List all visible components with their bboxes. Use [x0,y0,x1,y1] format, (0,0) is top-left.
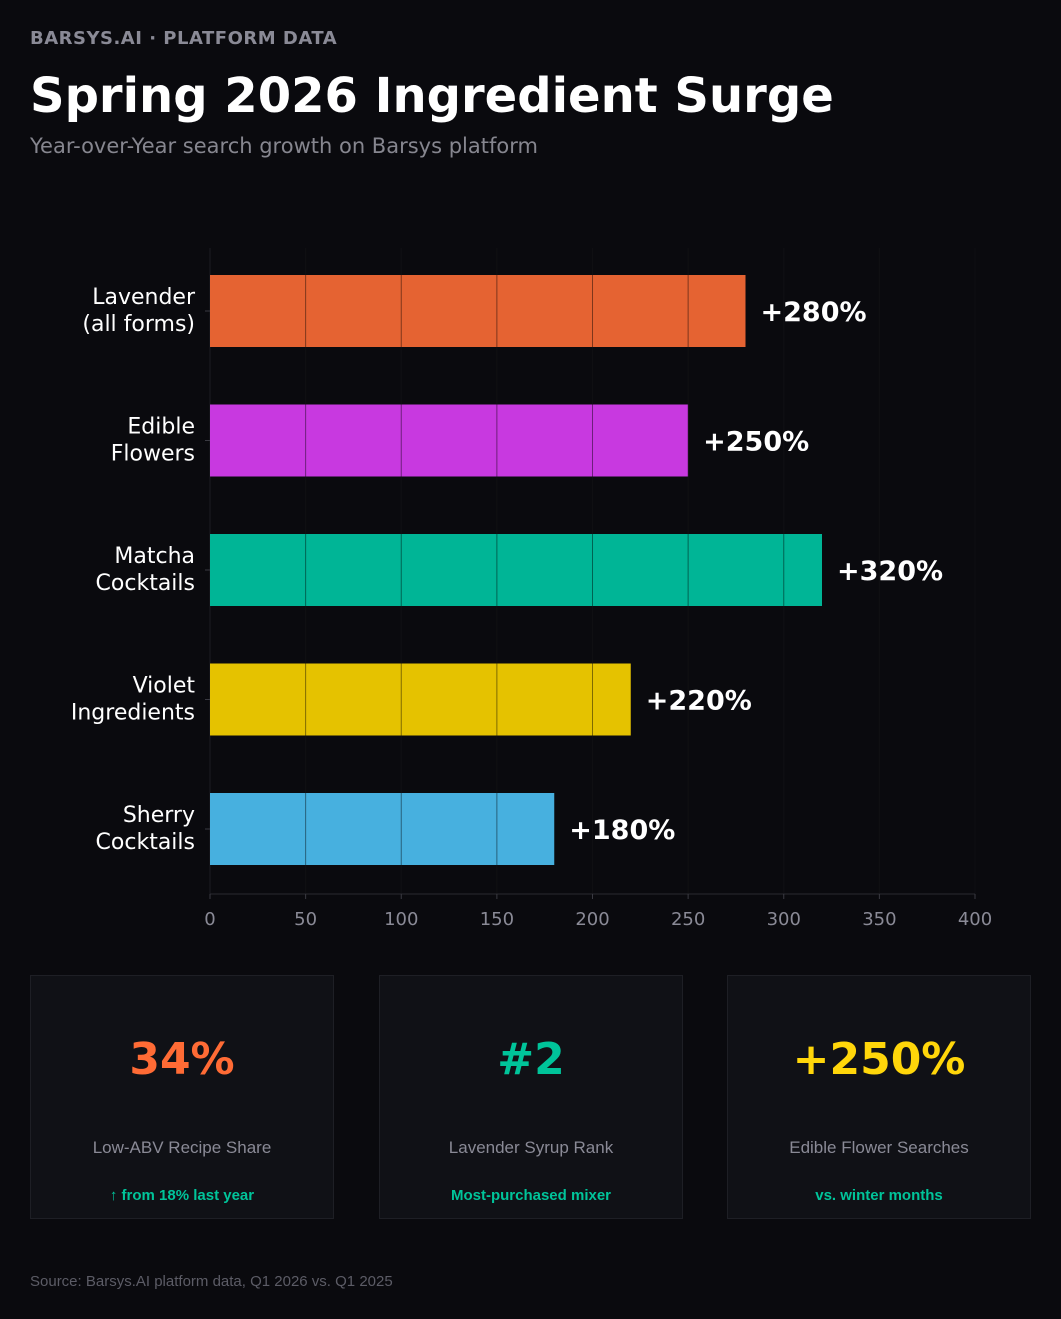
category-label-line: Sherry [123,803,195,828]
bar-chart: 0 50 100 150 200 250 300 350 400 Lavender (all for… [71,248,992,930]
category-label: Edible Flowers [111,415,195,467]
stat-note: vs. winter months [815,1187,943,1204]
category-label: Lavender (all forms) [82,285,196,337]
bar [210,275,746,347]
x-tick-label: 250 [671,909,705,930]
x-tick-label: 100 [384,909,418,930]
bar [210,404,689,477]
x-tick-label: 300 [767,909,801,930]
x-tick-label: 200 [575,909,609,930]
category-label-line: Lavender [92,285,196,310]
category-label-line: Flowers [111,442,195,467]
stat-label: Lavender Syrup Rank [448,1138,614,1157]
category-label-line: Violet [133,674,196,699]
data-label: +180% [569,815,675,846]
x-tick-label: 350 [862,909,896,930]
data-label: +320% [837,556,943,587]
stat-card-edible-flower: +250% Edible Flower Searches vs. winter … [727,975,1031,1219]
category-label-line: Matcha [114,544,195,569]
stat-card-low-abv: 34% Low-ABV Recipe Share ↑ from 18% last… [30,975,334,1219]
data-label: +220% [646,686,752,717]
bar [210,534,822,606]
page-title: Spring 2026 Ingredient Surge [30,68,834,124]
stat-value: #2 [497,1034,565,1085]
category-label-line: Edible [127,415,195,440]
category-label: Sherry Cocktails [96,803,195,855]
x-tick-label: 0 [204,909,215,930]
eyebrow: BARSYS.AI · PLATFORM DATA [30,28,338,49]
x-tick-label: 150 [480,909,514,930]
bar [210,793,555,865]
stat-note: ↑ from 18% last year [109,1187,255,1204]
category-label-line: Cocktails [96,571,195,596]
stat-value: 34% [129,1034,235,1085]
data-label: +280% [761,297,867,328]
stat-card-lavender-rank: #2 Lavender Syrup Rank Most-purchased mi… [379,975,683,1219]
stat-note: Most-purchased mixer [450,1187,612,1204]
stat-label: Low-ABV Recipe Share [92,1138,272,1157]
page-subtitle: Year-over-Year search growth on Barsys p… [30,134,538,158]
data-label: +250% [703,427,809,458]
category-label: Matcha Cocktails [96,544,195,596]
stat-value: +250% [792,1034,966,1085]
x-tick-label: 400 [958,909,992,930]
category-label-line: (all forms) [82,312,195,337]
category-label-line: Cocktails [96,830,195,855]
category-label-line: Ingredients [71,701,195,726]
stat-label: Edible Flower Searches [789,1138,969,1157]
x-tick-label: 50 [294,909,317,930]
source-note: Source: Barsys.AI platform data, Q1 2026… [30,1273,393,1290]
bar [210,663,631,736]
category-label: Violet Ingredients [71,674,196,726]
